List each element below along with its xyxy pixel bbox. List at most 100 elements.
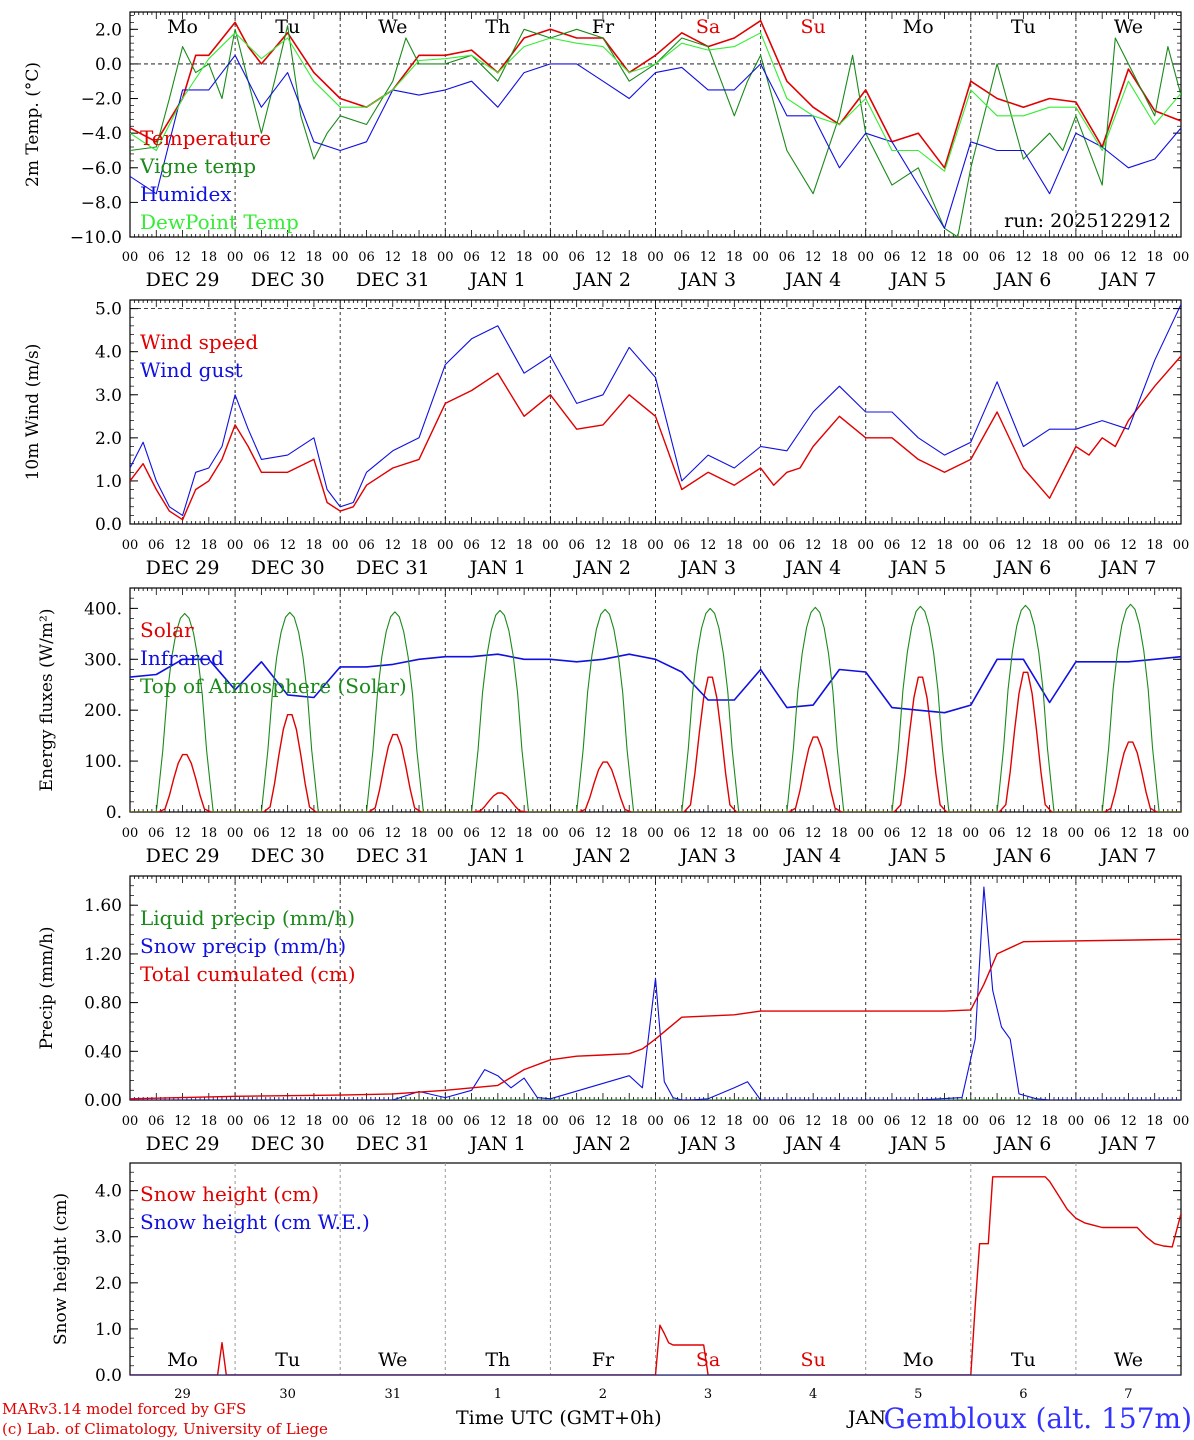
temp-hour-tick-label: 06 xyxy=(989,250,1006,265)
precip-hour-tick-label: 18 xyxy=(201,1114,218,1129)
snow-day-number: 3 xyxy=(704,1387,712,1402)
temp-hour-tick-label: 12 xyxy=(805,250,822,265)
temp-hour-tick-label: 18 xyxy=(936,250,953,265)
wind-hour-tick-label: 12 xyxy=(490,538,507,553)
temp-weekday-label: Sa xyxy=(696,16,720,38)
temp-hour-tick-label: 00 xyxy=(122,250,139,265)
wind-hour-tick-label: 06 xyxy=(674,538,691,553)
temp-date-label: JAN 3 xyxy=(678,269,736,291)
precip-hour-tick-label: 06 xyxy=(674,1114,691,1129)
snow-y-tick-label: 3.0 xyxy=(95,1228,122,1248)
wind-hour-tick-label: 18 xyxy=(201,538,218,553)
temp-y-tick-label: 2.0 xyxy=(95,20,122,40)
temp-legend-vigne-temp: Vigne temp xyxy=(139,154,256,178)
snow-weekday-label: Tu xyxy=(1011,1349,1036,1371)
temp-hour-tick-label: 00 xyxy=(437,250,454,265)
wind-y-tick-label: 3.0 xyxy=(95,386,122,406)
precip-legend-snow-precip-mm-h-: Snow precip (mm/h) xyxy=(140,934,346,958)
flux-y-tick-label: 400. xyxy=(84,599,122,619)
snow-weekday-label: We xyxy=(378,1349,407,1371)
snow-day-number: 30 xyxy=(279,1387,296,1402)
flux-hour-tick-label: 18 xyxy=(831,826,848,841)
wind-date-label: JAN 4 xyxy=(783,557,841,579)
flux-hour-tick-label: 12 xyxy=(279,826,296,841)
flux-hour-tick-label: 06 xyxy=(253,826,270,841)
temp-weekday-label: We xyxy=(378,16,407,38)
wind-hour-tick-label: 12 xyxy=(279,538,296,553)
precip-date-label: JAN 2 xyxy=(573,1133,631,1155)
temp-hour-tick-label: 18 xyxy=(831,250,848,265)
precip-legend-total-cumulated-cm-: Total cumulated (cm) xyxy=(140,962,356,986)
flux-hour-tick-label: 06 xyxy=(568,826,585,841)
snow-weekday-label: Th xyxy=(485,1349,510,1371)
flux-hour-tick-label: 00 xyxy=(752,826,769,841)
precip-hour-tick-label: 06 xyxy=(1094,1114,1111,1129)
precip-hour-tick-label: 00 xyxy=(122,1114,139,1129)
temp-hour-tick-label: 18 xyxy=(726,250,743,265)
temp-date-label: DEC 31 xyxy=(356,269,430,291)
temp-hour-tick-label: 00 xyxy=(647,250,664,265)
flux-series-solar xyxy=(130,671,1181,812)
flux-y-tick-label: 0. xyxy=(106,803,122,823)
temp-hour-tick-label: 00 xyxy=(332,250,349,265)
flux-hour-tick-label: 18 xyxy=(1041,826,1058,841)
precip-hour-tick-label: 00 xyxy=(332,1114,349,1129)
temp-hour-tick-label: 12 xyxy=(174,250,191,265)
wind-hour-tick-label: 06 xyxy=(358,538,375,553)
flux-hour-tick-label: 18 xyxy=(1146,826,1163,841)
precip-hour-tick-label: 12 xyxy=(910,1114,927,1129)
temp-plot-frame xyxy=(129,11,1182,238)
wind-hour-tick-label: 06 xyxy=(253,538,270,553)
temp-hour-tick-label: 06 xyxy=(253,250,270,265)
wind-plot-frame xyxy=(129,299,1182,525)
temp-y-tick-label: −10.0 xyxy=(70,228,122,248)
flux-hour-tick-label: 18 xyxy=(726,826,743,841)
wind-hour-tick-label: 06 xyxy=(779,538,796,553)
precip-series-group xyxy=(130,886,1181,1100)
wind-y-tick-label: 2.0 xyxy=(95,429,122,449)
wind-hour-tick-label: 18 xyxy=(936,538,953,553)
flux-hour-tick-label: 00 xyxy=(122,826,139,841)
wind-legend-wind-speed: Wind speed xyxy=(140,330,258,354)
precip-hour-tick-label: 06 xyxy=(779,1114,796,1129)
wind-hour-tick-label: 18 xyxy=(306,538,323,553)
temp-hour-tick-label: 06 xyxy=(148,250,165,265)
flux-series-group xyxy=(130,603,1181,812)
precip-hour-tick-label: 06 xyxy=(884,1114,901,1129)
flux-legend-infrared: Infrared xyxy=(140,646,224,670)
temp-y-axis-label: 2m Temp. (°C) xyxy=(23,62,43,187)
flux-series-infrared xyxy=(130,653,1181,714)
temp-hour-tick-label: 18 xyxy=(1041,250,1058,265)
snow-weekday-label: We xyxy=(1114,1349,1143,1371)
flux-hour-tick-label: 00 xyxy=(857,826,874,841)
temp-hour-tick-label: 06 xyxy=(568,250,585,265)
flux-hour-tick-label: 12 xyxy=(910,826,927,841)
panel-wind: 0.0 1.0 2.0 3.0 4.0 5.0 10m Wind (m/s) 00 06 12 18… xyxy=(23,299,1189,579)
precip-hour-tick-label: 00 xyxy=(1068,1114,1085,1129)
panel-snow: 0.0 1.0 2.0 3.0 4.0 Snow height (cm) Snow heig… xyxy=(51,1162,1182,1402)
temp-hour-tick-label: 12 xyxy=(910,250,927,265)
wind-hour-tick-label: 00 xyxy=(1068,538,1085,553)
precip-date-label: DEC 30 xyxy=(251,1133,325,1155)
wind-hour-tick-label: 18 xyxy=(1146,538,1163,553)
flux-hour-tick-label: 18 xyxy=(516,826,533,841)
snow-legend-snow-height-cm-: Snow height (cm) xyxy=(140,1182,319,1206)
wind-hour-tick-label: 18 xyxy=(1041,538,1058,553)
temp-hour-tick-label: 06 xyxy=(884,250,901,265)
temp-hour-tick-label: 00 xyxy=(542,250,559,265)
wind-hour-tick-label: 06 xyxy=(884,538,901,553)
wind-series-wind-gust xyxy=(130,304,1181,516)
precip-hour-tick-label: 18 xyxy=(936,1114,953,1129)
precip-date-label: JAN 7 xyxy=(1098,1133,1156,1155)
temp-date-label: JAN 6 xyxy=(993,269,1051,291)
wind-hour-tick-label: 18 xyxy=(621,538,638,553)
snow-series-snow-height-cm- xyxy=(130,1176,1181,1375)
snow-day-number: 31 xyxy=(384,1387,401,1402)
precip-y-tick-label: 1.60 xyxy=(84,896,122,916)
panel-flux: 0. 100. 200. 300. 400. Energy fluxes (W/m²) 00… xyxy=(37,587,1189,867)
wind-hour-tick-label: 18 xyxy=(516,538,533,553)
wind-hour-tick-label: 06 xyxy=(1094,538,1111,553)
flux-date-label: DEC 31 xyxy=(356,845,430,867)
wind-hour-tick-label: 00 xyxy=(542,538,559,553)
wind-date-label: JAN 1 xyxy=(468,557,526,579)
